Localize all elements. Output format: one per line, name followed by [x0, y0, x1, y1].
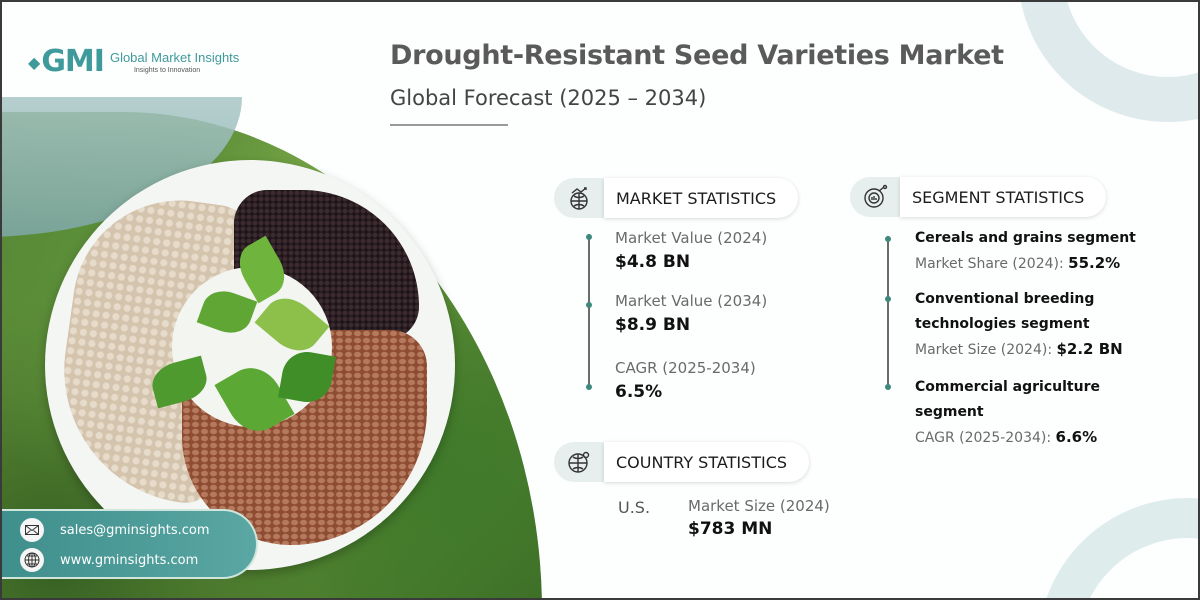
page-subtitle: Global Forecast (2025 – 2034)	[390, 86, 707, 110]
decorative-arc-top-right	[1018, 2, 1198, 122]
market-value-2024-label: Market Value (2024)	[615, 229, 768, 247]
title-divider	[390, 124, 508, 126]
segment-conventional-metric: Market Size (2024): $2.2 BN	[915, 340, 1123, 358]
country-market-size-label: Market Size (2024)	[688, 497, 830, 515]
logo-tagline: Insights to Innovation	[133, 66, 201, 74]
gmi-logo[interactable]: ◆GMI Global Market Insights Insights to …	[28, 44, 239, 79]
segment-cereals-title: Cereals and grains segment	[915, 230, 1136, 246]
page-title: Drought-Resistant Seed Varieties Market	[390, 40, 1004, 71]
segment-cereals-metric: Market Share (2024): 55.2%	[915, 254, 1121, 272]
segment-statistics-title: SEGMENT STATISTICS	[900, 177, 1107, 217]
timeline-dot	[586, 234, 592, 240]
market-statistics-header: MARKET STATISTICS	[554, 178, 799, 218]
logo-name: Global Market Insights	[109, 49, 240, 65]
cagr-label: CAGR (2025-2034)	[615, 359, 756, 377]
email-text: sales@gminsights.com	[60, 522, 210, 538]
country-name: U.S.	[618, 498, 651, 517]
logo-mark: ◆GMI	[28, 44, 105, 79]
globe-icon	[20, 548, 44, 572]
market-value-2024: $4.8 BN	[615, 252, 691, 272]
segment-timeline	[887, 236, 889, 386]
contact-band: sales@gminsights.com www.gminsights.com	[2, 509, 258, 579]
cagr-value: 6.5%	[615, 382, 663, 402]
segment-statistics-header: SEGMENT STATISTICS	[850, 177, 1107, 217]
country-statistics-header: COUNTRY STATISTICS	[554, 442, 810, 482]
segment-chart-icon	[850, 177, 900, 217]
country-market-size-value: $783 MN	[688, 519, 773, 539]
segment-commercial-title: Commercial agriculture segment	[915, 379, 1100, 420]
globe-pin-icon	[554, 442, 604, 482]
email-link[interactable]: sales@gminsights.com	[20, 518, 210, 542]
segment-conventional-title: Conventional breeding technologies segme…	[915, 291, 1095, 332]
timeline-dot	[885, 236, 891, 242]
mail-icon	[20, 518, 44, 542]
globe-chart-icon	[554, 178, 604, 218]
timeline-dot	[586, 384, 592, 390]
country-statistics-title: COUNTRY STATISTICS	[604, 442, 810, 482]
market-value-2034-label: Market Value (2034)	[615, 292, 768, 310]
timeline-dot	[885, 384, 891, 390]
website-text: www.gminsights.com	[60, 552, 199, 568]
website-link[interactable]: www.gminsights.com	[20, 548, 198, 572]
timeline-dot	[586, 302, 592, 308]
decorative-arc-bottom-right	[1038, 498, 1198, 598]
segment-commercial-metric: CAGR (2025-2034): 6.6%	[915, 428, 1098, 446]
timeline-dot	[885, 296, 891, 302]
market-timeline	[588, 234, 590, 386]
market-value-2034: $8.9 BN	[615, 315, 691, 335]
market-statistics-title: MARKET STATISTICS	[604, 178, 799, 218]
